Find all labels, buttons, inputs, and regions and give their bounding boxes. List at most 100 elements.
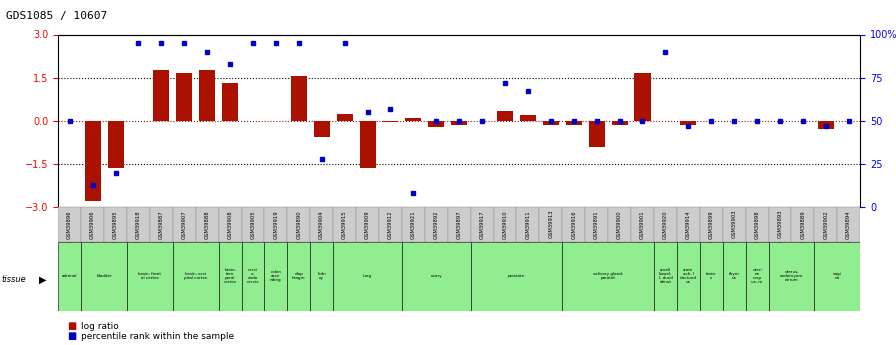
Text: GSM39914: GSM39914: [685, 210, 691, 238]
Text: GSM39918: GSM39918: [136, 210, 141, 238]
Text: bladder: bladder: [96, 274, 112, 278]
Bar: [153, 70, 169, 121]
Text: lung: lung: [363, 274, 372, 278]
Bar: [222, 83, 238, 121]
Bar: [497, 111, 513, 121]
Text: GSM39899: GSM39899: [709, 210, 714, 238]
Bar: [310, 207, 333, 242]
Bar: [608, 207, 631, 242]
Text: GSM39896: GSM39896: [67, 210, 73, 238]
Text: log ratio: log ratio: [81, 322, 118, 331]
Bar: [700, 207, 723, 242]
Bar: [288, 207, 310, 242]
Bar: [470, 241, 563, 310]
Bar: [199, 70, 215, 121]
Bar: [242, 207, 264, 242]
Bar: [769, 207, 791, 242]
Text: GSM39895: GSM39895: [113, 210, 118, 238]
Text: GSM39891: GSM39891: [594, 210, 599, 238]
Bar: [769, 241, 814, 310]
Bar: [58, 207, 82, 242]
Text: GSM39920: GSM39920: [663, 210, 668, 238]
Bar: [314, 121, 330, 137]
Text: diap
hragm: diap hragm: [292, 272, 306, 280]
Bar: [82, 241, 127, 310]
Text: stom
ach, I
ductund
us: stom ach, I ductund us: [680, 268, 697, 284]
Bar: [589, 121, 605, 147]
Bar: [84, 121, 100, 201]
Text: GSM39909: GSM39909: [365, 210, 370, 238]
Bar: [818, 121, 834, 129]
Bar: [520, 115, 536, 121]
Bar: [173, 241, 219, 310]
Text: brain, front
al cortex: brain, front al cortex: [138, 272, 161, 280]
Text: GSM39905: GSM39905: [251, 210, 255, 238]
Text: brain,
tem
poral
cortex: brain, tem poral cortex: [224, 268, 237, 284]
Text: salivary gland,
parotid: salivary gland, parotid: [593, 272, 624, 280]
Bar: [108, 121, 124, 168]
Bar: [543, 121, 559, 125]
Bar: [127, 207, 150, 242]
Text: GSM39919: GSM39919: [273, 210, 279, 238]
Bar: [383, 121, 399, 122]
Bar: [264, 207, 288, 242]
Bar: [291, 76, 306, 121]
Bar: [452, 121, 467, 125]
Bar: [310, 241, 333, 310]
Bar: [516, 207, 539, 242]
Text: GSM39911: GSM39911: [525, 210, 530, 238]
Text: ■: ■: [67, 332, 76, 341]
Text: GSM39897: GSM39897: [457, 210, 461, 238]
Text: teste
s: teste s: [706, 272, 717, 280]
Text: GSM39912: GSM39912: [388, 210, 393, 238]
Text: cervi
x,
endo
cervix: cervi x, endo cervix: [246, 268, 259, 284]
Text: ■: ■: [67, 321, 76, 331]
Bar: [264, 241, 288, 310]
Bar: [539, 207, 563, 242]
Text: GSM39887: GSM39887: [159, 210, 164, 238]
Bar: [745, 207, 769, 242]
Bar: [333, 241, 402, 310]
Text: GSM39910: GSM39910: [503, 210, 507, 238]
Bar: [288, 241, 310, 310]
Text: GDS1085 / 10607: GDS1085 / 10607: [6, 11, 108, 21]
Bar: [195, 207, 219, 242]
Bar: [428, 121, 444, 127]
Text: uterus,
endomyom
etrium: uterus, endomyom etrium: [780, 270, 803, 282]
Bar: [563, 241, 654, 310]
Bar: [379, 207, 402, 242]
Text: GSM39916: GSM39916: [572, 210, 576, 238]
Text: colon
asce
nding: colon asce nding: [270, 270, 281, 282]
Bar: [402, 207, 425, 242]
Text: GSM39913: GSM39913: [548, 210, 554, 238]
Bar: [470, 207, 494, 242]
Text: ▶: ▶: [39, 275, 47, 284]
Text: small
bowel,
I, ducd
denut: small bowel, I, ducd denut: [659, 268, 672, 284]
Bar: [82, 207, 104, 242]
Text: GSM39898: GSM39898: [754, 210, 760, 238]
Text: GSM39903: GSM39903: [732, 210, 737, 238]
Bar: [127, 241, 173, 310]
Text: ovary: ovary: [430, 274, 442, 278]
Text: GSM39906: GSM39906: [90, 210, 95, 238]
Text: kidn
ey: kidn ey: [317, 272, 326, 280]
Text: GSM39888: GSM39888: [204, 210, 210, 238]
Text: thym
us: thym us: [728, 272, 739, 280]
Text: GSM39890: GSM39890: [297, 210, 301, 238]
Text: GSM39908: GSM39908: [228, 210, 233, 238]
Bar: [676, 241, 700, 310]
Text: GSM39894: GSM39894: [846, 210, 851, 238]
Text: GSM39915: GSM39915: [342, 210, 347, 238]
Bar: [585, 207, 608, 242]
Bar: [219, 241, 242, 310]
Bar: [333, 207, 356, 242]
Bar: [723, 241, 745, 310]
Text: GSM39901: GSM39901: [640, 210, 645, 238]
Text: GSM39893: GSM39893: [778, 210, 782, 238]
Text: GSM39907: GSM39907: [182, 210, 186, 238]
Bar: [494, 207, 516, 242]
Bar: [242, 241, 264, 310]
Bar: [448, 207, 470, 242]
Text: GSM39900: GSM39900: [617, 210, 622, 238]
Bar: [654, 207, 676, 242]
